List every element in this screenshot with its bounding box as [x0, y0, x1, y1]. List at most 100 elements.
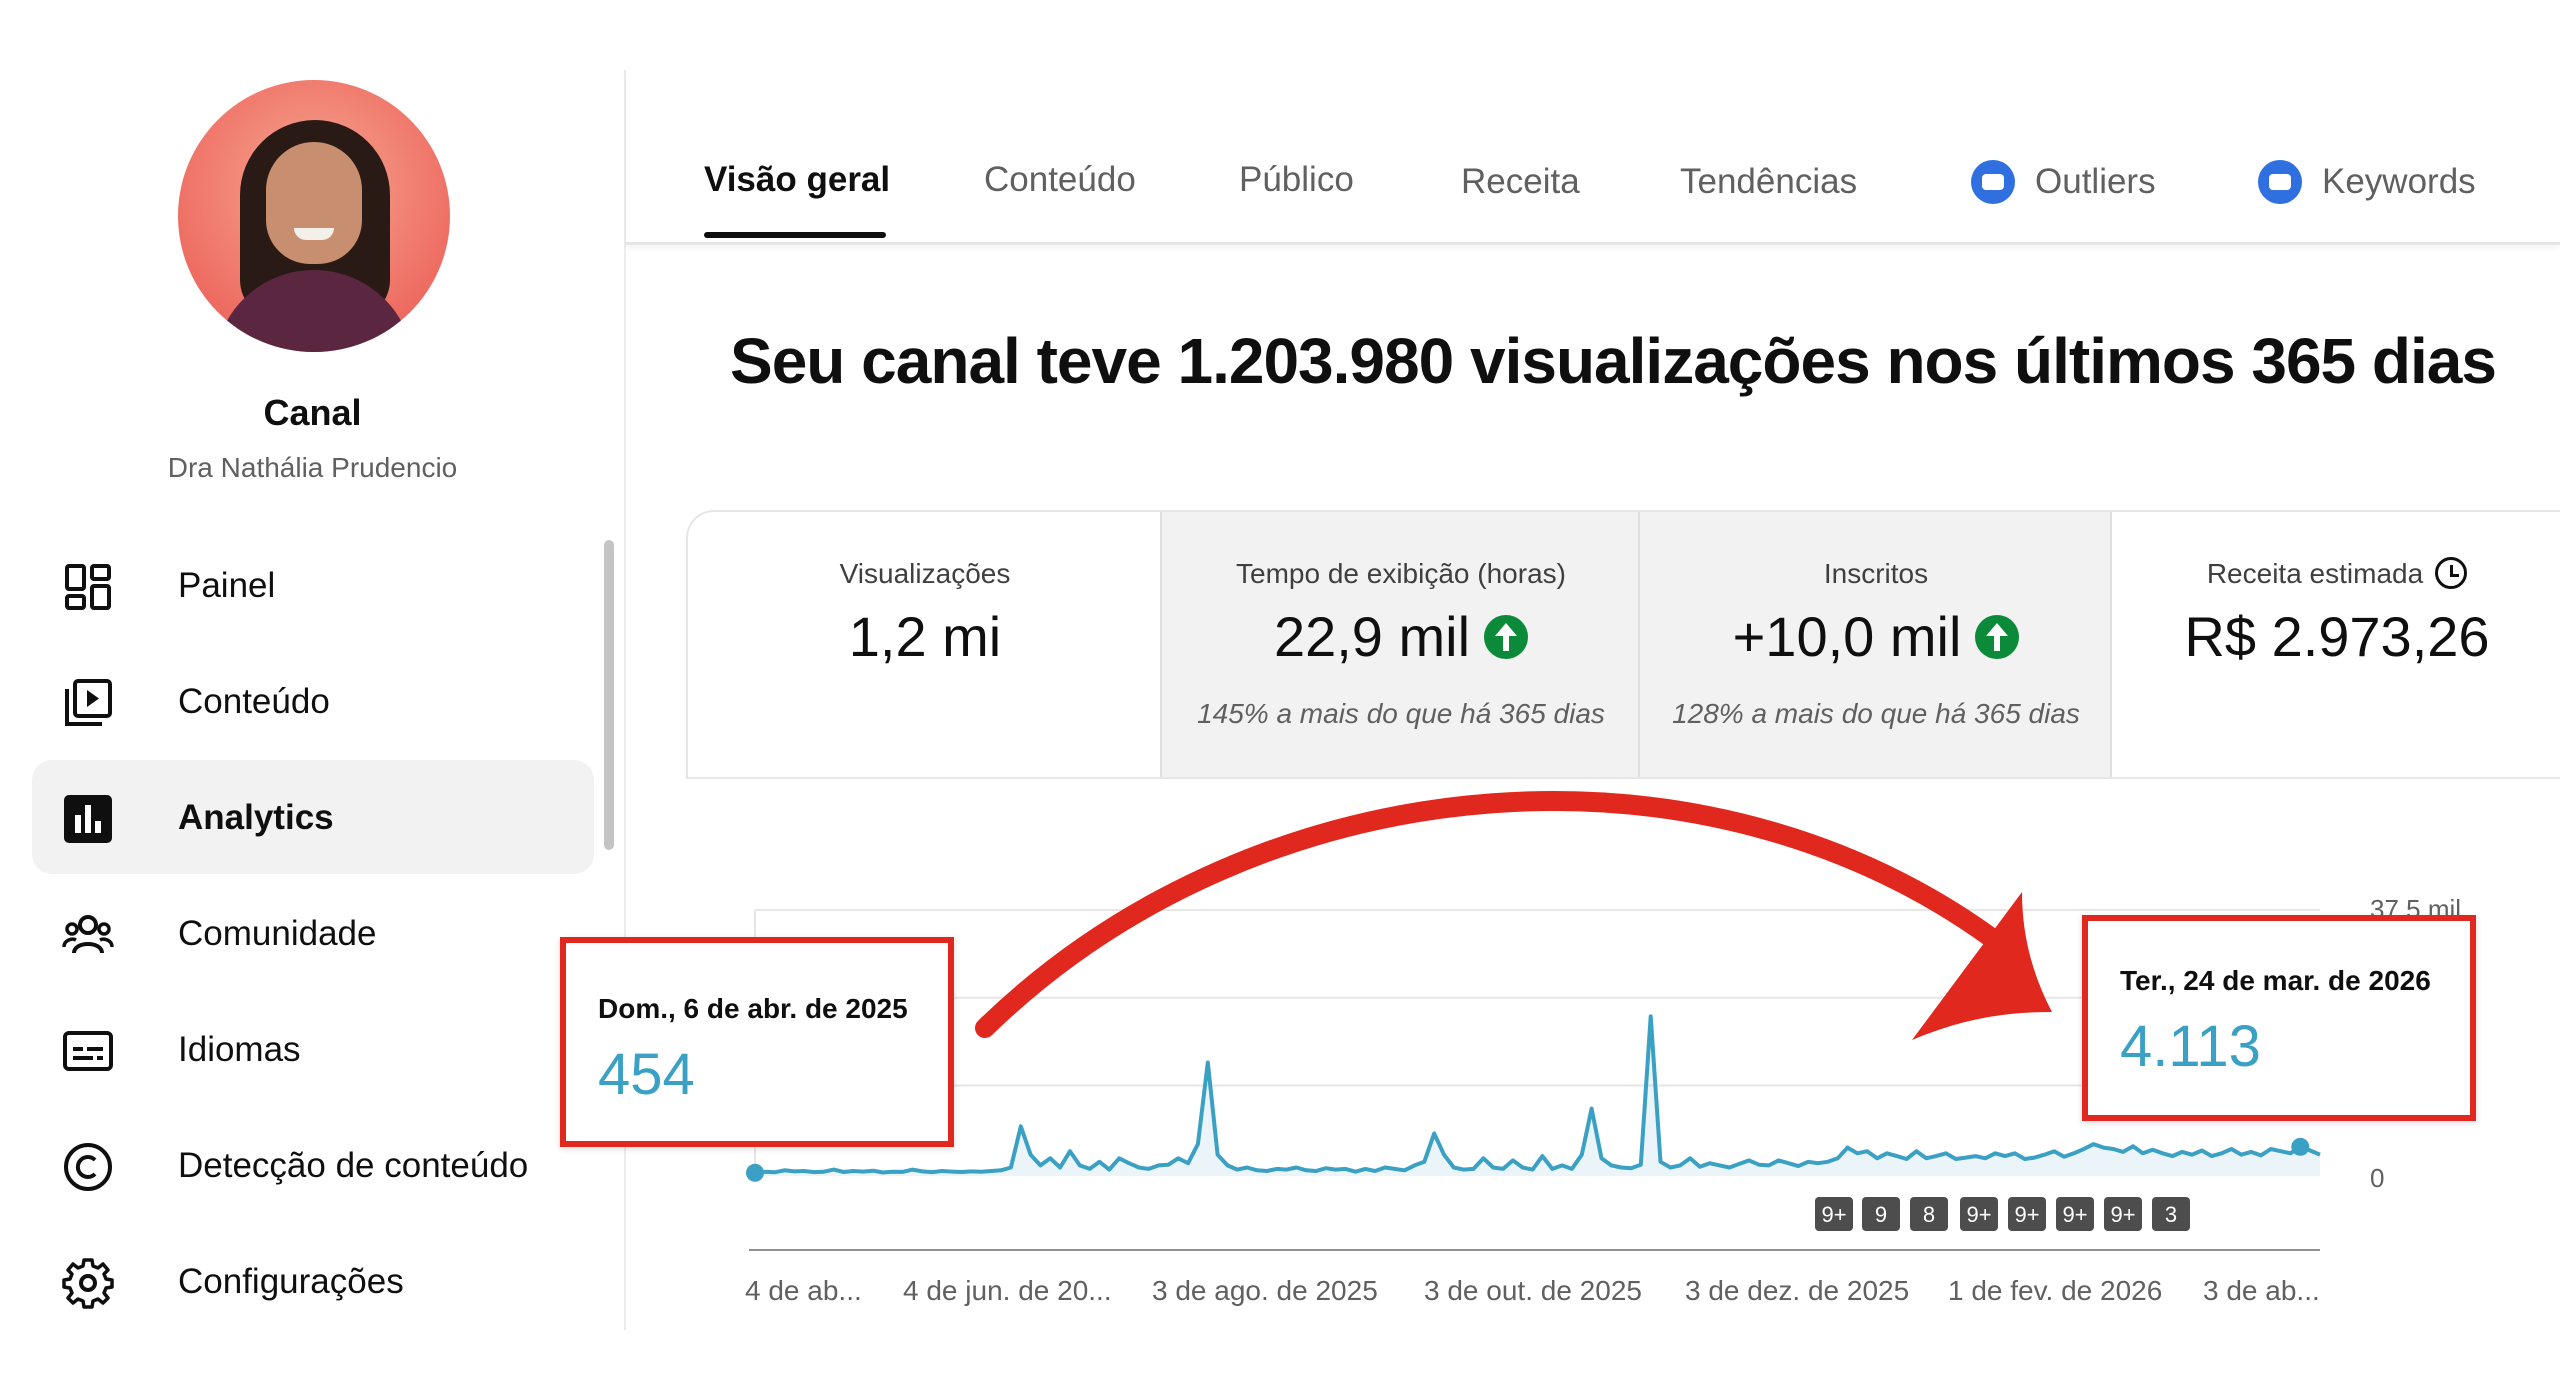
- event-marker-label: 9+: [1966, 1202, 1991, 1227]
- chart-point-start: [746, 1163, 764, 1182]
- analytics-tabs: [626, 70, 2560, 245]
- metric-value: 22,9 mil: [1273, 605, 1471, 668]
- metric-value: R$ 2.973,26: [2184, 605, 2490, 668]
- callout-start: Dom., 6 de abr. de 2025 454: [560, 937, 954, 1147]
- active-tab-indicator: [704, 232, 886, 238]
- callout-date: Dom., 6 de abr. de 2025: [598, 993, 908, 1024]
- callout-end: Ter., 24 de mar. de 2026 4.113: [2082, 915, 2476, 1121]
- extension-icon: [1971, 160, 2015, 204]
- gear-icon: [62, 1258, 114, 1309]
- sidebar-item-configuracoes[interactable]: Configurações: [32, 1224, 594, 1338]
- event-marker-box: [2056, 1197, 2094, 1231]
- sidebar-item-label: Detecção de conteúdo: [178, 1146, 529, 1185]
- event-marker-label: 9+: [2110, 1202, 2135, 1227]
- tab-keywords[interactable]: Keywords: [2322, 162, 2476, 201]
- tab-publico[interactable]: Público: [1239, 160, 1354, 199]
- avatar-smile: [294, 228, 334, 240]
- event-marker-box: [2008, 1197, 2046, 1231]
- event-marker-box: [2152, 1197, 2190, 1231]
- event-marker-box: [2104, 1197, 2142, 1231]
- clock-icon: [2435, 556, 2468, 589]
- event-marker-box: [1910, 1197, 1948, 1231]
- sidebar-item-label: Conteúdo: [178, 682, 330, 721]
- event-marker: 9+: [1815, 1197, 1853, 1231]
- trend-up-icon: [1484, 615, 1529, 660]
- event-marker-label: 8: [1923, 1202, 1935, 1227]
- event-marker: 9+: [2056, 1197, 2094, 1231]
- metric-note: 145% a mais do que há 365 dias: [1197, 698, 1605, 729]
- tab-visao-geral[interactable]: Visão geral: [704, 160, 891, 199]
- avatar-face: [266, 142, 362, 264]
- x-tick-label: 4 de ab...: [745, 1275, 862, 1306]
- tab-receita[interactable]: Receita: [1461, 162, 1580, 201]
- metric-label: Tempo de exibição (horas): [1236, 558, 1566, 589]
- event-marker: 9+: [1960, 1197, 1998, 1231]
- page-headline: Seu canal teve 1.203.980 visualizações n…: [730, 325, 2497, 397]
- event-marker-label: 9: [1875, 1202, 1887, 1227]
- extension-icon: [2258, 160, 2302, 204]
- metric-divider: [1160, 512, 1162, 777]
- event-marker-label: 3: [2165, 1202, 2177, 1227]
- callout-value: 4.113: [2120, 1014, 2261, 1079]
- event-marker-label: 9+: [2014, 1202, 2039, 1227]
- sidebar-item-label: Painel: [178, 566, 276, 605]
- event-marker-box: [1960, 1197, 1998, 1231]
- sidebar-item-label: Idiomas: [178, 1030, 301, 1069]
- arrow-curve: [975, 791, 2028, 1038]
- event-marker-box: [1815, 1197, 1853, 1231]
- metric-value-row: 22,9 mil: [1162, 604, 1640, 669]
- x-tick-label: 3 de ago. de 2025: [1152, 1275, 1378, 1306]
- trend-up-icon: [1975, 615, 2020, 660]
- metric-card-revenue[interactable]: Receita estimada R$ 2.973,26: [2112, 512, 2560, 777]
- callout-value: 454: [598, 1042, 695, 1107]
- metric-label: Inscritos: [1823, 558, 1929, 589]
- y-tick-label: 0: [2370, 1163, 2384, 1193]
- event-marker: 9+: [2008, 1197, 2046, 1231]
- event-marker-label: 9+: [2062, 1202, 2087, 1227]
- analytics-icon: [64, 795, 112, 843]
- sidebar-divider: [624, 70, 626, 1330]
- event-marker: 9: [1862, 1197, 1900, 1231]
- tab-tendencias[interactable]: Tendências: [1680, 162, 1858, 201]
- metric-divider: [2110, 512, 2112, 777]
- x-tick-label: 3 de dez. de 2025: [1685, 1275, 1909, 1306]
- metric-card-watch-time[interactable]: Tempo de exibição (horas) 22,9 mil 145% …: [1162, 512, 1640, 777]
- chart-markers: 9+ 9 8 9+ 9+ 9+ 9+ 3: [1815, 1197, 2190, 1231]
- sidebar-item-comunidade[interactable]: Comunidade: [32, 876, 594, 990]
- sidebar-item-analytics[interactable]: Analytics: [32, 760, 594, 874]
- metric-cards: Visualizações 1,2 mi Tempo de exibição (…: [686, 510, 2560, 779]
- metric-card-views[interactable]: Visualizações 1,2 mi: [688, 512, 1162, 777]
- sidebar-item-painel[interactable]: Painel: [32, 528, 594, 642]
- event-marker-label: 9+: [1821, 1202, 1846, 1227]
- content-icon: [65, 679, 112, 726]
- metric-label-row: Receita estimada: [2112, 556, 2560, 590]
- metric-label: Receita estimada: [2206, 558, 2424, 589]
- channel-name: Dra Nathália Prudencio: [167, 452, 458, 483]
- sidebar-item-label: Comunidade: [178, 914, 377, 953]
- tab-conteudo[interactable]: Conteúdo: [984, 160, 1136, 199]
- sidebar-scrollbar[interactable]: [604, 540, 614, 850]
- subtitles-icon: [63, 1031, 113, 1071]
- event-marker: 9+: [2104, 1197, 2142, 1231]
- channel-avatar[interactable]: [178, 80, 450, 352]
- dashboard-icon: [65, 564, 111, 610]
- chart-dots: [746, 1137, 2310, 1182]
- metric-divider: [1638, 512, 1640, 777]
- arrow-head: [1912, 892, 2052, 1040]
- metric-label: Visualizações: [839, 558, 1011, 589]
- metric-note: 128% a mais do que há 365 dias: [1672, 698, 2080, 729]
- x-tick-label: 3 de out. de 2025: [1424, 1275, 1642, 1306]
- sidebar: Canal Dra Nathália Prudencio Painel Cont…: [0, 0, 625, 1330]
- x-tick-label: 4 de jun. de 20...: [903, 1275, 1112, 1306]
- event-marker-box: [1862, 1197, 1900, 1231]
- tab-outliers[interactable]: Outliers: [2035, 162, 2156, 201]
- sidebar-item-conteudo[interactable]: Conteúdo: [32, 644, 594, 758]
- event-marker: 8: [1910, 1197, 1948, 1231]
- metric-card-subscribers[interactable]: Inscritos +10,0 mil 128% a mais do que h…: [1640, 512, 2112, 777]
- sidebar-item-idiomas[interactable]: Idiomas: [32, 992, 594, 1106]
- channel-title: Canal: [263, 392, 362, 433]
- metric-value: +10,0 mil: [1732, 605, 1962, 668]
- sidebar-item-deteccao[interactable]: Detecção de conteúdo: [32, 1108, 594, 1222]
- callout-date: Ter., 24 de mar. de 2026: [2120, 965, 2431, 996]
- sidebar-item-label: Configurações: [178, 1262, 404, 1301]
